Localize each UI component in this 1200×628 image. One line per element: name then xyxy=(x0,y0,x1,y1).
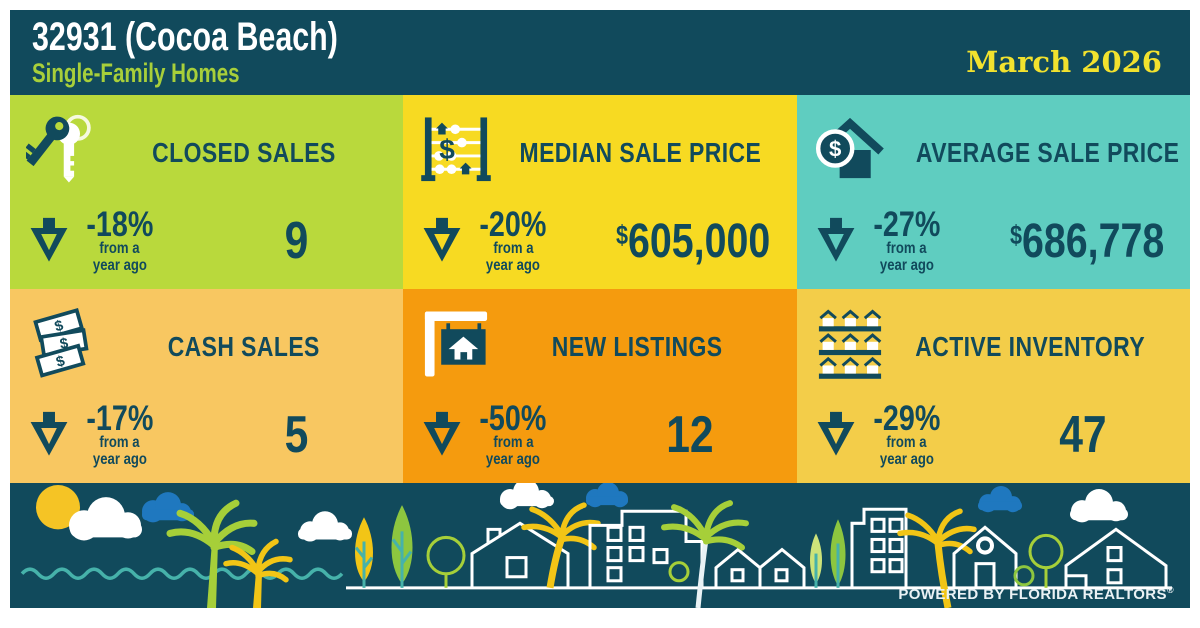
cloud-icon xyxy=(500,483,554,510)
change-note: year ago xyxy=(92,450,147,468)
stat-value: $605,000 xyxy=(616,214,771,268)
yoy-change: -20% from a year ago xyxy=(419,204,599,275)
stat-label: CLOSED SALES xyxy=(151,137,336,168)
down-arrow-icon xyxy=(419,212,465,268)
wave-line xyxy=(20,567,344,581)
house-dollar-icon: $ xyxy=(813,109,887,191)
change-percent: -18% xyxy=(86,204,154,244)
palm-tree-icon xyxy=(166,499,258,608)
down-arrow-icon xyxy=(813,406,859,462)
stat-value: 47 xyxy=(1059,406,1108,464)
change-note: year ago xyxy=(92,256,147,274)
stat-value: 9 xyxy=(284,212,309,270)
yoy-change: -50% from a year ago xyxy=(419,398,599,469)
building-outline-icon xyxy=(850,507,908,588)
powered-by-credit: POWERED BY FLORIDA REALTORS® xyxy=(898,585,1174,603)
change-note: year ago xyxy=(879,450,934,468)
inventory-shelves-icon xyxy=(813,303,887,385)
change-percent: -17% xyxy=(86,398,154,438)
tree-outline-icon xyxy=(426,535,466,588)
tree-icon xyxy=(391,505,413,588)
change-note: from a xyxy=(99,239,140,257)
keys-icon xyxy=(20,109,100,191)
stat-label: NEW LISTINGS xyxy=(551,331,723,362)
cloud-icon xyxy=(298,511,352,542)
footer-scene: POWERED BY FLORIDA REALTORS® xyxy=(10,483,1190,608)
cloud-icon xyxy=(69,497,142,541)
down-arrow-icon xyxy=(26,406,72,462)
house-outline-icon xyxy=(952,525,1018,590)
page-title: 32931 (Cocoa Beach) xyxy=(32,15,338,60)
palm-tree-icon xyxy=(661,500,749,608)
yoy-change: -27% from a year ago xyxy=(813,204,993,275)
stat-tile-closed-sales: CLOSED SALES -18% from a year ago 9 xyxy=(10,95,404,289)
down-arrow-icon xyxy=(419,406,465,462)
listing-sign-icon xyxy=(419,303,493,385)
stat-tile-new-listings: NEW LISTINGS -50% from a year ago 12 xyxy=(403,289,797,483)
tree-outline-icon xyxy=(1028,533,1064,588)
change-note: from a xyxy=(886,433,927,451)
stats-grid: CLOSED SALES -18% from a year ago 9 xyxy=(10,95,1190,483)
registered-mark: ® xyxy=(1166,585,1174,595)
down-arrow-icon xyxy=(26,212,72,268)
svg-text:$: $ xyxy=(440,134,456,165)
yoy-change: -17% from a year ago xyxy=(26,398,206,469)
change-percent: -20% xyxy=(479,204,547,244)
house-outline-icon xyxy=(1064,527,1168,588)
stat-value: 5 xyxy=(284,406,309,464)
change-note: year ago xyxy=(486,256,541,274)
change-note: year ago xyxy=(879,256,934,274)
svg-text:$: $ xyxy=(829,137,842,162)
cash-bills-icon: $ $ $ xyxy=(26,303,100,385)
palm-tree-icon xyxy=(897,508,977,608)
cloud-icon xyxy=(1070,489,1128,523)
change-note: from a xyxy=(493,239,534,257)
stat-tile-active-inventory: ACTIVE INVENTORY -29% from a year ago 47 xyxy=(796,289,1190,483)
yoy-change: -29% from a year ago xyxy=(813,398,993,469)
stat-label: AVERAGE SALE PRICE xyxy=(915,137,1179,168)
change-percent: -27% xyxy=(873,204,941,244)
bush-outline-icon xyxy=(668,561,690,583)
change-note: year ago xyxy=(486,450,541,468)
abacus-icon: $ xyxy=(419,109,493,191)
report-period: March 2026 xyxy=(966,44,1162,79)
palm-tree-icon xyxy=(521,502,601,589)
house-outline-icon xyxy=(470,521,570,588)
stat-value: 12 xyxy=(666,406,714,464)
tree-icon xyxy=(810,533,822,588)
cloud-blue-icon xyxy=(978,486,1022,513)
bush-outline-icon xyxy=(1013,565,1035,587)
stat-tile-median-sale-price: $ MEDIAN SALE PRICE -20% from a year ago xyxy=(403,95,797,289)
rowhouses-outline-icon xyxy=(714,547,806,588)
change-note: from a xyxy=(99,433,140,451)
palm-tree-icon xyxy=(223,538,293,608)
tree-icon xyxy=(354,517,374,588)
header: 32931 (Cocoa Beach) Single-Family Homes … xyxy=(10,10,1190,95)
property-type-subtitle: Single-Family Homes xyxy=(32,58,240,89)
stat-tile-cash-sales: $ $ $ CASH SALES xyxy=(10,289,404,483)
cloud-blue-icon xyxy=(586,483,628,508)
down-arrow-icon xyxy=(813,212,859,268)
stat-value: $686,778 xyxy=(1009,214,1164,268)
change-note: from a xyxy=(493,433,534,451)
stat-label: CASH SALES xyxy=(167,331,320,362)
stat-label: MEDIAN SALE PRICE xyxy=(519,137,762,168)
change-percent: -29% xyxy=(873,398,941,438)
svg-text:$: $ xyxy=(59,336,70,353)
sun-icon xyxy=(36,485,80,530)
tree-icon xyxy=(830,519,846,588)
stat-label: ACTIVE INVENTORY xyxy=(915,331,1146,362)
footer-skyline-art xyxy=(20,483,1172,608)
change-percent: -50% xyxy=(479,398,547,438)
yoy-change: -18% from a year ago xyxy=(26,204,206,275)
change-note: from a xyxy=(886,239,927,257)
building-outline-icon xyxy=(588,509,704,588)
stat-tile-average-sale-price: $ AVERAGE SALE PRICE -27% from a year ag… xyxy=(796,95,1190,289)
